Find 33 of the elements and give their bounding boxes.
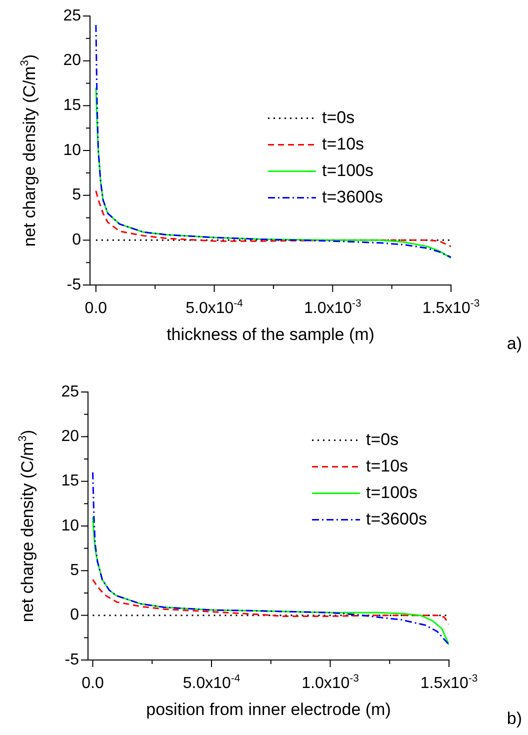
y-tick-label: -5 [66, 276, 82, 294]
y-tick-label: 0 [70, 606, 80, 624]
legend-label: t=100s [322, 160, 374, 180]
y-tick-label: 20 [63, 52, 82, 70]
text: b) [506, 709, 522, 728]
line-series [92, 578, 449, 626]
y-tick-label: 15 [61, 472, 80, 490]
x-axis-title: thickness of the sample (m) [166, 325, 374, 344]
y-tick-label: 5 [72, 186, 82, 204]
legend-label: t=3600s [322, 187, 383, 206]
y-tick-label: 25 [63, 7, 82, 24]
x-tick-label: 0.0 [82, 675, 104, 692]
legend-label: t=0s [322, 108, 355, 127]
y-tick-label: -5 [64, 651, 80, 668]
y-tick-label: 25 [61, 383, 80, 400]
legend-label: t=3600s [366, 509, 427, 528]
legend-label: t=10s [322, 134, 364, 154]
y-tick-label: 5 [70, 562, 80, 580]
y-tick-label: 10 [63, 142, 82, 159]
y-tick-label: 20 [61, 428, 80, 446]
y-tick-label: 10 [61, 517, 80, 534]
line-series [95, 24, 451, 258]
legend-label: t=0s [366, 430, 399, 449]
y-axis-title: net charge density (C/m3) [17, 430, 37, 622]
legend-label: t=100s [366, 482, 418, 502]
y-tick-label: 0 [72, 232, 82, 249]
x-tick-label: 0.0 [84, 300, 108, 317]
text: a) [506, 334, 522, 353]
y-axis-title: net charge density (C/m3) [19, 54, 39, 247]
x-axis-title: position from inner electrode (m) [146, 700, 391, 719]
legend-label: t=10s [366, 456, 408, 476]
line-series [92, 472, 449, 646]
y-tick-label: 15 [63, 97, 82, 114]
